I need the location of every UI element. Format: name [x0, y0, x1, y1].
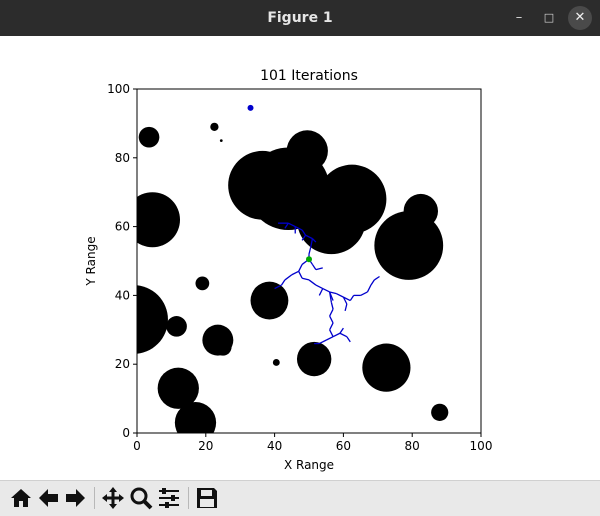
y-axis-label: Y Range: [84, 236, 98, 286]
x-tick-label: 40: [267, 439, 282, 453]
y-tick-label: 20: [115, 357, 130, 371]
tree-edge: [373, 275, 380, 281]
obstacle-circle: [250, 281, 289, 320]
configure-subplots-icon[interactable]: [156, 485, 182, 511]
toolbar-separator: [188, 487, 189, 509]
obstacle-circle: [374, 211, 444, 280]
obstacle-circle: [174, 402, 217, 433]
obstacle-circle: [272, 359, 280, 366]
window-titlebar[interactable]: Figure 1 – □ ✕: [0, 0, 600, 36]
obstacle-circle: [317, 164, 387, 234]
tree-edge: [315, 267, 323, 271]
plot-svg: 101 Iterations 0 20 40 60 80 100020406080100 …: [84, 68, 493, 472]
x-tick-label: 80: [405, 439, 420, 453]
minimize-icon[interactable]: –: [515, 10, 523, 25]
tree-edge: [301, 277, 310, 281]
toolbar-separator: [94, 487, 95, 509]
tree-edge: [288, 222, 296, 228]
y-tick-label: 60: [115, 220, 130, 234]
obstacle-circle: [166, 316, 187, 337]
tree-edge: [325, 336, 334, 341]
obstacle-circle: [362, 343, 411, 392]
window-title: Figure 1: [267, 10, 333, 26]
x-tick-label: 100: [470, 439, 493, 453]
tree-edge: [346, 336, 351, 343]
obstacle-circle: [296, 341, 332, 377]
home-icon[interactable]: [8, 485, 34, 511]
tree-edge: [274, 284, 282, 290]
x-tick-label: 20: [198, 439, 213, 453]
tree-edge: [301, 229, 307, 236]
figure-canvas[interactable]: 101 Iterations 0 20 40 60 80 100 0 20 40 60 80 100 …: [0, 36, 600, 480]
x-tick-label: 60: [336, 439, 351, 453]
forward-arrow-icon[interactable]: [62, 485, 88, 511]
obstacle-circle: [137, 192, 180, 248]
tree-edge: [298, 271, 303, 279]
y-tick-label: 0: [122, 426, 130, 440]
tree-edge: [280, 279, 286, 286]
tree-edge: [329, 308, 334, 317]
tree-edge: [339, 327, 344, 334]
tree-edge: [342, 296, 348, 305]
zoom-icon[interactable]: [128, 485, 154, 511]
obstacle-circle: [214, 338, 232, 356]
tree-edge: [322, 287, 330, 293]
tree-edge: [298, 264, 303, 272]
axes: 0 20 40 60 80 100 0 20 40 60 80 100: [107, 82, 493, 453]
x-tick-label: 0: [133, 439, 141, 453]
chart-title: 101 Iterations: [260, 68, 358, 84]
obstacle-circle: [137, 285, 168, 354]
maximize-icon[interactable]: □: [543, 11, 555, 24]
tree-edge: [343, 296, 351, 302]
save-icon[interactable]: [194, 485, 220, 511]
y-tick-label: 100: [107, 82, 130, 96]
tree-edge: [308, 279, 317, 286]
tree-edge: [284, 222, 289, 229]
tree-edge: [311, 238, 317, 243]
back-arrow-icon[interactable]: [36, 485, 62, 511]
tree-edge: [332, 332, 341, 338]
tree-edge: [308, 247, 312, 255]
x-axis-label: X Range: [284, 458, 334, 472]
tree-edge: [329, 322, 334, 331]
navigation-toolbar: [0, 480, 600, 516]
start-point: [247, 104, 254, 111]
tree-edge: [284, 274, 293, 281]
tree-edge: [330, 302, 334, 310]
obstacle-circle: [210, 122, 219, 131]
axes-frame: [136, 88, 482, 434]
tree-edge: [339, 332, 348, 338]
obstacle-circle: [195, 276, 210, 291]
tree-edge: [366, 284, 372, 293]
plot-area: [137, 104, 449, 433]
tree-edge: [329, 315, 334, 324]
tree-edge: [294, 226, 303, 231]
tree-edge: [301, 234, 307, 241]
obstacle-circle: [157, 367, 199, 409]
tree-edge: [349, 295, 355, 301]
tree-edge: [328, 291, 333, 303]
tree-edge: [329, 291, 337, 295]
y-tick-label: 80: [115, 151, 130, 165]
tree-edge: [315, 284, 324, 290]
tree-edge: [310, 238, 314, 248]
y-tick-label: 40: [115, 288, 130, 302]
tree-edge: [344, 303, 348, 312]
close-icon[interactable]: ✕: [568, 6, 592, 30]
tree-edge: [370, 279, 375, 286]
tree-edge: [305, 234, 313, 240]
tree-edge: [311, 264, 317, 270]
obstacle-circle: [138, 126, 160, 148]
obstacle-circle: [219, 139, 223, 142]
goal-point: [306, 256, 312, 263]
tree-edge: [329, 329, 334, 337]
tree-edge: [318, 288, 324, 296]
pan-icon[interactable]: [100, 485, 126, 511]
tree-edge: [360, 291, 368, 296]
tree-edge: [291, 270, 299, 276]
tree-edge: [319, 339, 327, 345]
tree-edge: [336, 293, 344, 298]
obstacle-circle: [431, 403, 449, 421]
